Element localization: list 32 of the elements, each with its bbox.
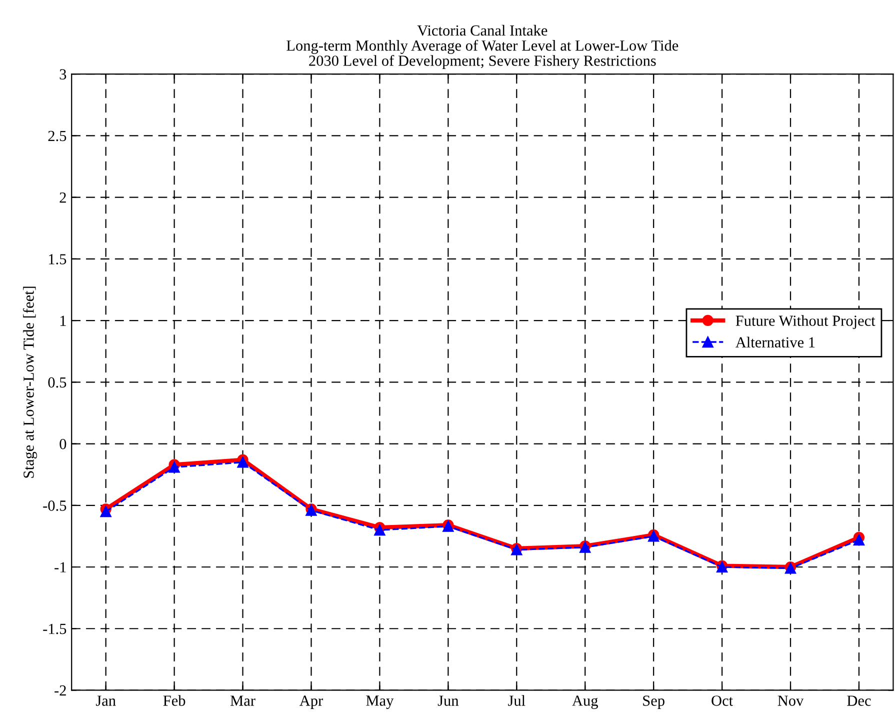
y-tick-label: -2	[54, 685, 66, 696]
x-tick-label: May	[366, 696, 394, 709]
x-tick-label: Sep	[643, 696, 664, 709]
y-tick-label: -1.5	[43, 624, 66, 634]
x-tick-label: Mar	[230, 696, 256, 706]
x-tick-label: Jan	[96, 696, 116, 706]
y-tick-label: 0.5	[48, 377, 66, 388]
x-tick-label: Apr	[300, 696, 323, 709]
x-tick-label: Jun	[438, 696, 459, 706]
point	[237, 456, 248, 468]
x-tick-label: Oct	[712, 696, 733, 706]
y-tick-label: 2.5	[48, 130, 66, 142]
y-axis-title: Stage at Lower-Low Tide [feet]	[22, 286, 37, 478]
x-tick-label: Feb	[163, 695, 186, 706]
x-tick-label: Aug	[572, 696, 598, 709]
x-tick-label: Dec	[847, 696, 871, 706]
legend-label: Future Without Project	[736, 315, 876, 330]
x-tick-label: Jul	[508, 695, 526, 706]
legend-label: Alternative 1	[736, 336, 815, 348]
chart-title: Victoria Canal Intake Long-term Monthly Average of Water Level at Lower-Low Tide 2030 Level of Development; Severe Fishery Restrictions	[286, 24, 678, 70]
x-tick-label: Nov	[778, 696, 804, 706]
y-tick-label: 1.5	[48, 254, 66, 264]
y-tick-label: 0	[60, 438, 66, 450]
y-tick-label: 1	[60, 316, 66, 326]
point	[168, 462, 180, 473]
y-tick-label: 2	[60, 192, 66, 203]
point	[100, 506, 112, 518]
y-tick-label: -1	[54, 562, 66, 572]
point	[374, 524, 386, 536]
y-tick-label: -0.5	[43, 500, 66, 511]
point	[853, 534, 865, 546]
y-tick-label: 3	[60, 69, 66, 80]
